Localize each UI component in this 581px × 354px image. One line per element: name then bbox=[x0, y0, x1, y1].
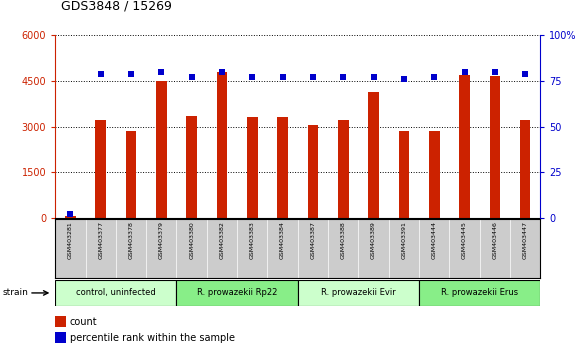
Text: GSM403446: GSM403446 bbox=[492, 221, 497, 259]
Bar bbox=[297, 280, 419, 306]
Text: GSM403378: GSM403378 bbox=[128, 221, 134, 259]
Bar bbox=[65, 216, 76, 218]
Bar bbox=[399, 131, 409, 218]
Text: GSM403445: GSM403445 bbox=[462, 221, 467, 259]
Point bbox=[66, 211, 75, 217]
Text: GSM403377: GSM403377 bbox=[98, 221, 103, 259]
Point bbox=[460, 69, 469, 75]
Text: GSM403384: GSM403384 bbox=[280, 221, 285, 259]
Bar bbox=[95, 120, 106, 218]
Text: GSM403281: GSM403281 bbox=[68, 221, 73, 259]
Text: GSM403379: GSM403379 bbox=[159, 221, 164, 259]
Bar bbox=[156, 81, 167, 218]
Point bbox=[278, 74, 287, 80]
Text: R. prowazekii Rp22: R. prowazekii Rp22 bbox=[197, 289, 277, 297]
Bar bbox=[368, 92, 379, 218]
Text: GDS3848 / 15269: GDS3848 / 15269 bbox=[61, 0, 172, 12]
Point bbox=[96, 71, 105, 76]
Text: GSM403389: GSM403389 bbox=[371, 221, 376, 259]
Text: GSM403447: GSM403447 bbox=[523, 221, 528, 259]
Point bbox=[490, 69, 500, 75]
Point bbox=[309, 74, 318, 80]
Text: GSM403388: GSM403388 bbox=[340, 221, 346, 259]
Text: percentile rank within the sample: percentile rank within the sample bbox=[70, 333, 235, 343]
Text: GSM403444: GSM403444 bbox=[432, 221, 437, 259]
Bar bbox=[419, 280, 540, 306]
Point bbox=[399, 76, 408, 82]
Text: control, uninfected: control, uninfected bbox=[76, 289, 156, 297]
Bar bbox=[187, 116, 197, 218]
Point bbox=[157, 69, 166, 75]
Bar bbox=[520, 120, 530, 218]
Text: count: count bbox=[70, 317, 98, 327]
Bar bbox=[125, 131, 137, 218]
Bar bbox=[429, 131, 439, 218]
Bar bbox=[490, 76, 500, 218]
Text: GSM403391: GSM403391 bbox=[401, 221, 406, 259]
Point bbox=[248, 74, 257, 80]
Bar bbox=[277, 118, 288, 218]
Bar bbox=[217, 72, 227, 218]
Text: GSM403380: GSM403380 bbox=[189, 221, 194, 259]
Point bbox=[369, 74, 378, 80]
Point bbox=[339, 74, 348, 80]
Bar bbox=[459, 75, 470, 218]
Point bbox=[521, 71, 530, 76]
Text: R. prowazekii Erus: R. prowazekii Erus bbox=[441, 289, 518, 297]
Text: GSM403382: GSM403382 bbox=[220, 221, 224, 259]
Point bbox=[126, 71, 135, 76]
Text: GSM403387: GSM403387 bbox=[310, 221, 315, 259]
Text: R. prowazekii Evir: R. prowazekii Evir bbox=[321, 289, 396, 297]
Text: GSM403383: GSM403383 bbox=[250, 221, 255, 259]
Bar bbox=[247, 118, 257, 218]
Bar bbox=[177, 280, 297, 306]
Point bbox=[187, 74, 196, 80]
Point bbox=[429, 74, 439, 80]
Bar bbox=[307, 125, 318, 218]
Bar bbox=[55, 280, 177, 306]
Bar bbox=[338, 120, 349, 218]
Text: strain: strain bbox=[3, 289, 29, 297]
Point bbox=[217, 69, 227, 75]
